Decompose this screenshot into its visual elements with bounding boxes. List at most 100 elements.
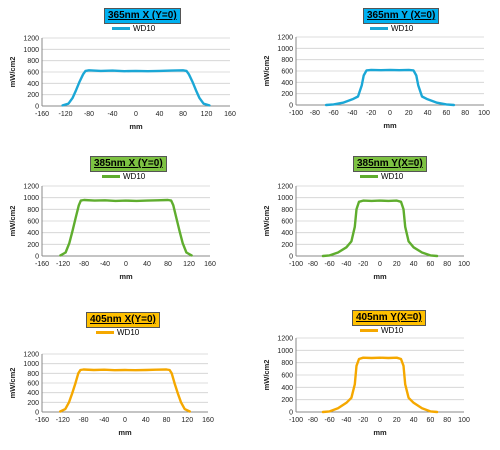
y-tick-label: 0: [289, 103, 293, 110]
chart-title: 405nm X(Y=0): [86, 312, 160, 328]
x-tick-label: 80: [163, 417, 171, 424]
x-axis-label: mm: [118, 428, 132, 437]
y-axis-label: mW/cm2: [8, 368, 17, 399]
x-tick-label: -20: [358, 417, 368, 424]
y-tick-label: 200: [27, 400, 39, 407]
y-tick-label: 1000: [277, 195, 293, 202]
x-tick-label: -20: [358, 261, 368, 268]
x-tick-label: 120: [201, 111, 213, 118]
chart-title: 365nm Y (X=0): [363, 8, 440, 24]
x-tick-label: -120: [56, 417, 70, 424]
x-tick-label: -60: [325, 417, 335, 424]
y-axis-label: mW/cm2: [262, 360, 271, 391]
x-tick-label: -40: [99, 417, 109, 424]
y-tick-label: 1200: [277, 35, 293, 42]
chart-panel: 365nm Y (X=0) WD10 0 200 400 600 800 1000 1200 -1…: [250, 0, 500, 148]
chart-panel: 385nm Y(X=0) WD10 0 200 400 600 800 1000 1200 -10…: [250, 148, 500, 296]
x-axis-label: mm: [383, 121, 397, 130]
legend-swatch: [360, 329, 378, 332]
x-tick-label: 40: [142, 417, 150, 424]
chart-svg: 0 200 400 600 800 1000 1200 -100 -80 -60 -40 -20 0 20…: [262, 184, 470, 282]
y-axis-label: mW/cm2: [262, 206, 271, 237]
x-tick-label: -60: [329, 110, 339, 117]
chart-panel: 385nm X (Y=0) WD10 0 200 400 600 800 1000 1200 -1…: [0, 148, 250, 296]
x-tick-label: 20: [405, 110, 413, 117]
y-tick-label: 0: [289, 254, 293, 261]
y-axis-label: mW/cm2: [8, 57, 17, 88]
y-tick-label: 0: [289, 410, 293, 417]
x-tick-label: -80: [84, 111, 94, 118]
y-tick-label: 1200: [277, 184, 293, 191]
series-line: [59, 368, 192, 413]
x-axis-label: mm: [373, 272, 387, 281]
y-tick-label: 1000: [277, 46, 293, 53]
x-tick-label: -160: [35, 111, 49, 118]
x-tick-label: -160: [35, 261, 49, 268]
x-tick-label: 80: [179, 111, 187, 118]
y-tick-label: 0: [35, 410, 39, 417]
y-tick-label: 800: [27, 207, 39, 214]
series-line: [61, 69, 211, 107]
chart-panel: 365nm X (Y=0) WD10 0 200 400 600 800 1000 1200 -1…: [0, 0, 250, 148]
y-tick-label: 400: [27, 81, 39, 88]
x-tick-label: 160: [202, 417, 214, 424]
chart-legend: WD10: [360, 172, 403, 181]
y-tick-label: 200: [281, 91, 293, 98]
chart-title: 405nm Y(X=0): [352, 310, 426, 326]
x-tick-label: -80: [308, 261, 318, 268]
y-tick-label: 1000: [277, 348, 293, 355]
x-tick-label: -100: [289, 417, 303, 424]
x-tick-label: 60: [427, 417, 435, 424]
y-tick-label: 1000: [23, 47, 39, 54]
x-tick-label: 40: [410, 417, 418, 424]
y-tick-label: 600: [281, 373, 293, 380]
legend-swatch: [360, 175, 378, 178]
x-tick-label: 160: [204, 261, 216, 268]
x-tick-label: -40: [107, 111, 117, 118]
y-tick-label: 600: [281, 219, 293, 226]
x-tick-label: -40: [100, 261, 110, 268]
y-tick-label: 600: [27, 219, 39, 226]
x-tick-label: 0: [134, 111, 138, 118]
x-tick-label: -120: [58, 111, 72, 118]
y-axis-label: mW/cm2: [8, 206, 17, 237]
x-axis-label: mm: [129, 122, 143, 131]
x-tick-label: 0: [378, 417, 382, 424]
chart-title: 385nm X (Y=0): [90, 156, 167, 172]
y-tick-label: 200: [281, 242, 293, 249]
x-tick-label: 120: [183, 261, 195, 268]
x-tick-label: 80: [164, 261, 172, 268]
legend-label: WD10: [133, 24, 156, 33]
x-tick-label: -100: [289, 261, 303, 268]
x-tick-label: -100: [289, 110, 303, 117]
y-tick-label: 1200: [23, 36, 39, 43]
y-tick-label: 400: [281, 80, 293, 87]
chart-title: 385nm Y(X=0): [353, 156, 427, 172]
y-tick-label: 400: [281, 385, 293, 392]
x-tick-label: -80: [78, 417, 88, 424]
x-tick-label: -80: [310, 110, 320, 117]
x-tick-label: 40: [156, 111, 164, 118]
y-tick-label: 1200: [277, 336, 293, 343]
x-tick-label: -40: [347, 110, 357, 117]
y-tick-label: 1200: [23, 184, 39, 191]
chart-legend: WD10: [370, 24, 413, 33]
x-tick-label: 40: [410, 261, 418, 268]
y-tick-label: 200: [27, 92, 39, 99]
chart-svg: 0 200 400 600 800 1000 1200 -160 -120 -80 -40 0 40 80…: [8, 184, 216, 282]
legend-label: WD10: [391, 24, 414, 33]
chart-svg: 0 200 400 600 800 1000 1200 -100 -80 -60 -40 -20 0 20…: [262, 336, 470, 438]
y-tick-label: 1200: [23, 352, 39, 359]
chart-panel: 405nm Y(X=0) WD10 0 200 400 600 800 1000 1200 -10…: [250, 302, 500, 450]
x-tick-label: 0: [123, 417, 127, 424]
x-tick-label: 120: [181, 417, 193, 424]
chart-legend: WD10: [360, 326, 403, 335]
y-tick-label: 800: [27, 58, 39, 65]
legend-label: WD10: [117, 328, 140, 337]
x-tick-label: -80: [79, 261, 89, 268]
y-tick-label: 0: [35, 104, 39, 111]
y-tick-label: 800: [281, 360, 293, 367]
chart-legend: WD10: [102, 172, 145, 181]
x-tick-label: -20: [366, 110, 376, 117]
y-tick-label: 1000: [23, 361, 39, 368]
